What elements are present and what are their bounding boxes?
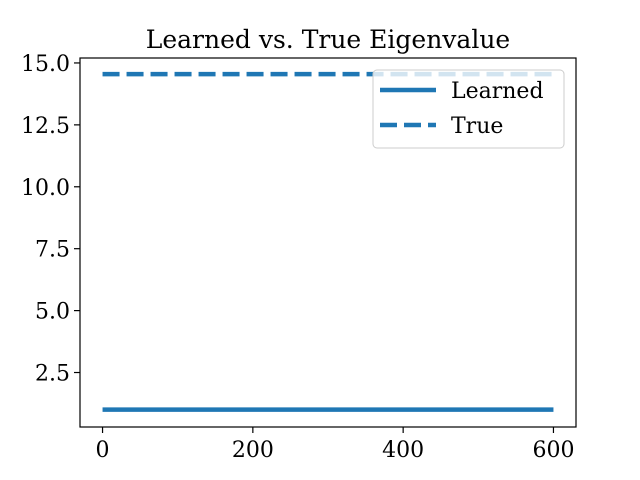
x-tick-label: 200 [232, 438, 274, 463]
y-tick-label: 12.5 [21, 114, 70, 139]
x-tick-label: 0 [96, 438, 110, 463]
y-tick-label: 5.0 [35, 300, 70, 325]
axes-frame [79, 57, 577, 428]
y-tick-label: 2.5 [35, 362, 70, 387]
y-tick-label: 10.0 [21, 176, 70, 201]
y-tick-label: 7.5 [35, 238, 70, 263]
plot-area: 0 200 400 600 2.5 5.0 7.5 10.0 12.5 15.0 Learned Tr… [21, 52, 577, 463]
chart-title: Learned vs. True Eigenvalue [146, 25, 510, 54]
legend-label-learned: Learned [451, 79, 544, 104]
y-tick-label: 15.0 [21, 52, 70, 77]
legend-label-true: True [451, 114, 503, 139]
x-tick-label: 600 [532, 438, 574, 463]
x-tick-label: 400 [382, 438, 424, 463]
